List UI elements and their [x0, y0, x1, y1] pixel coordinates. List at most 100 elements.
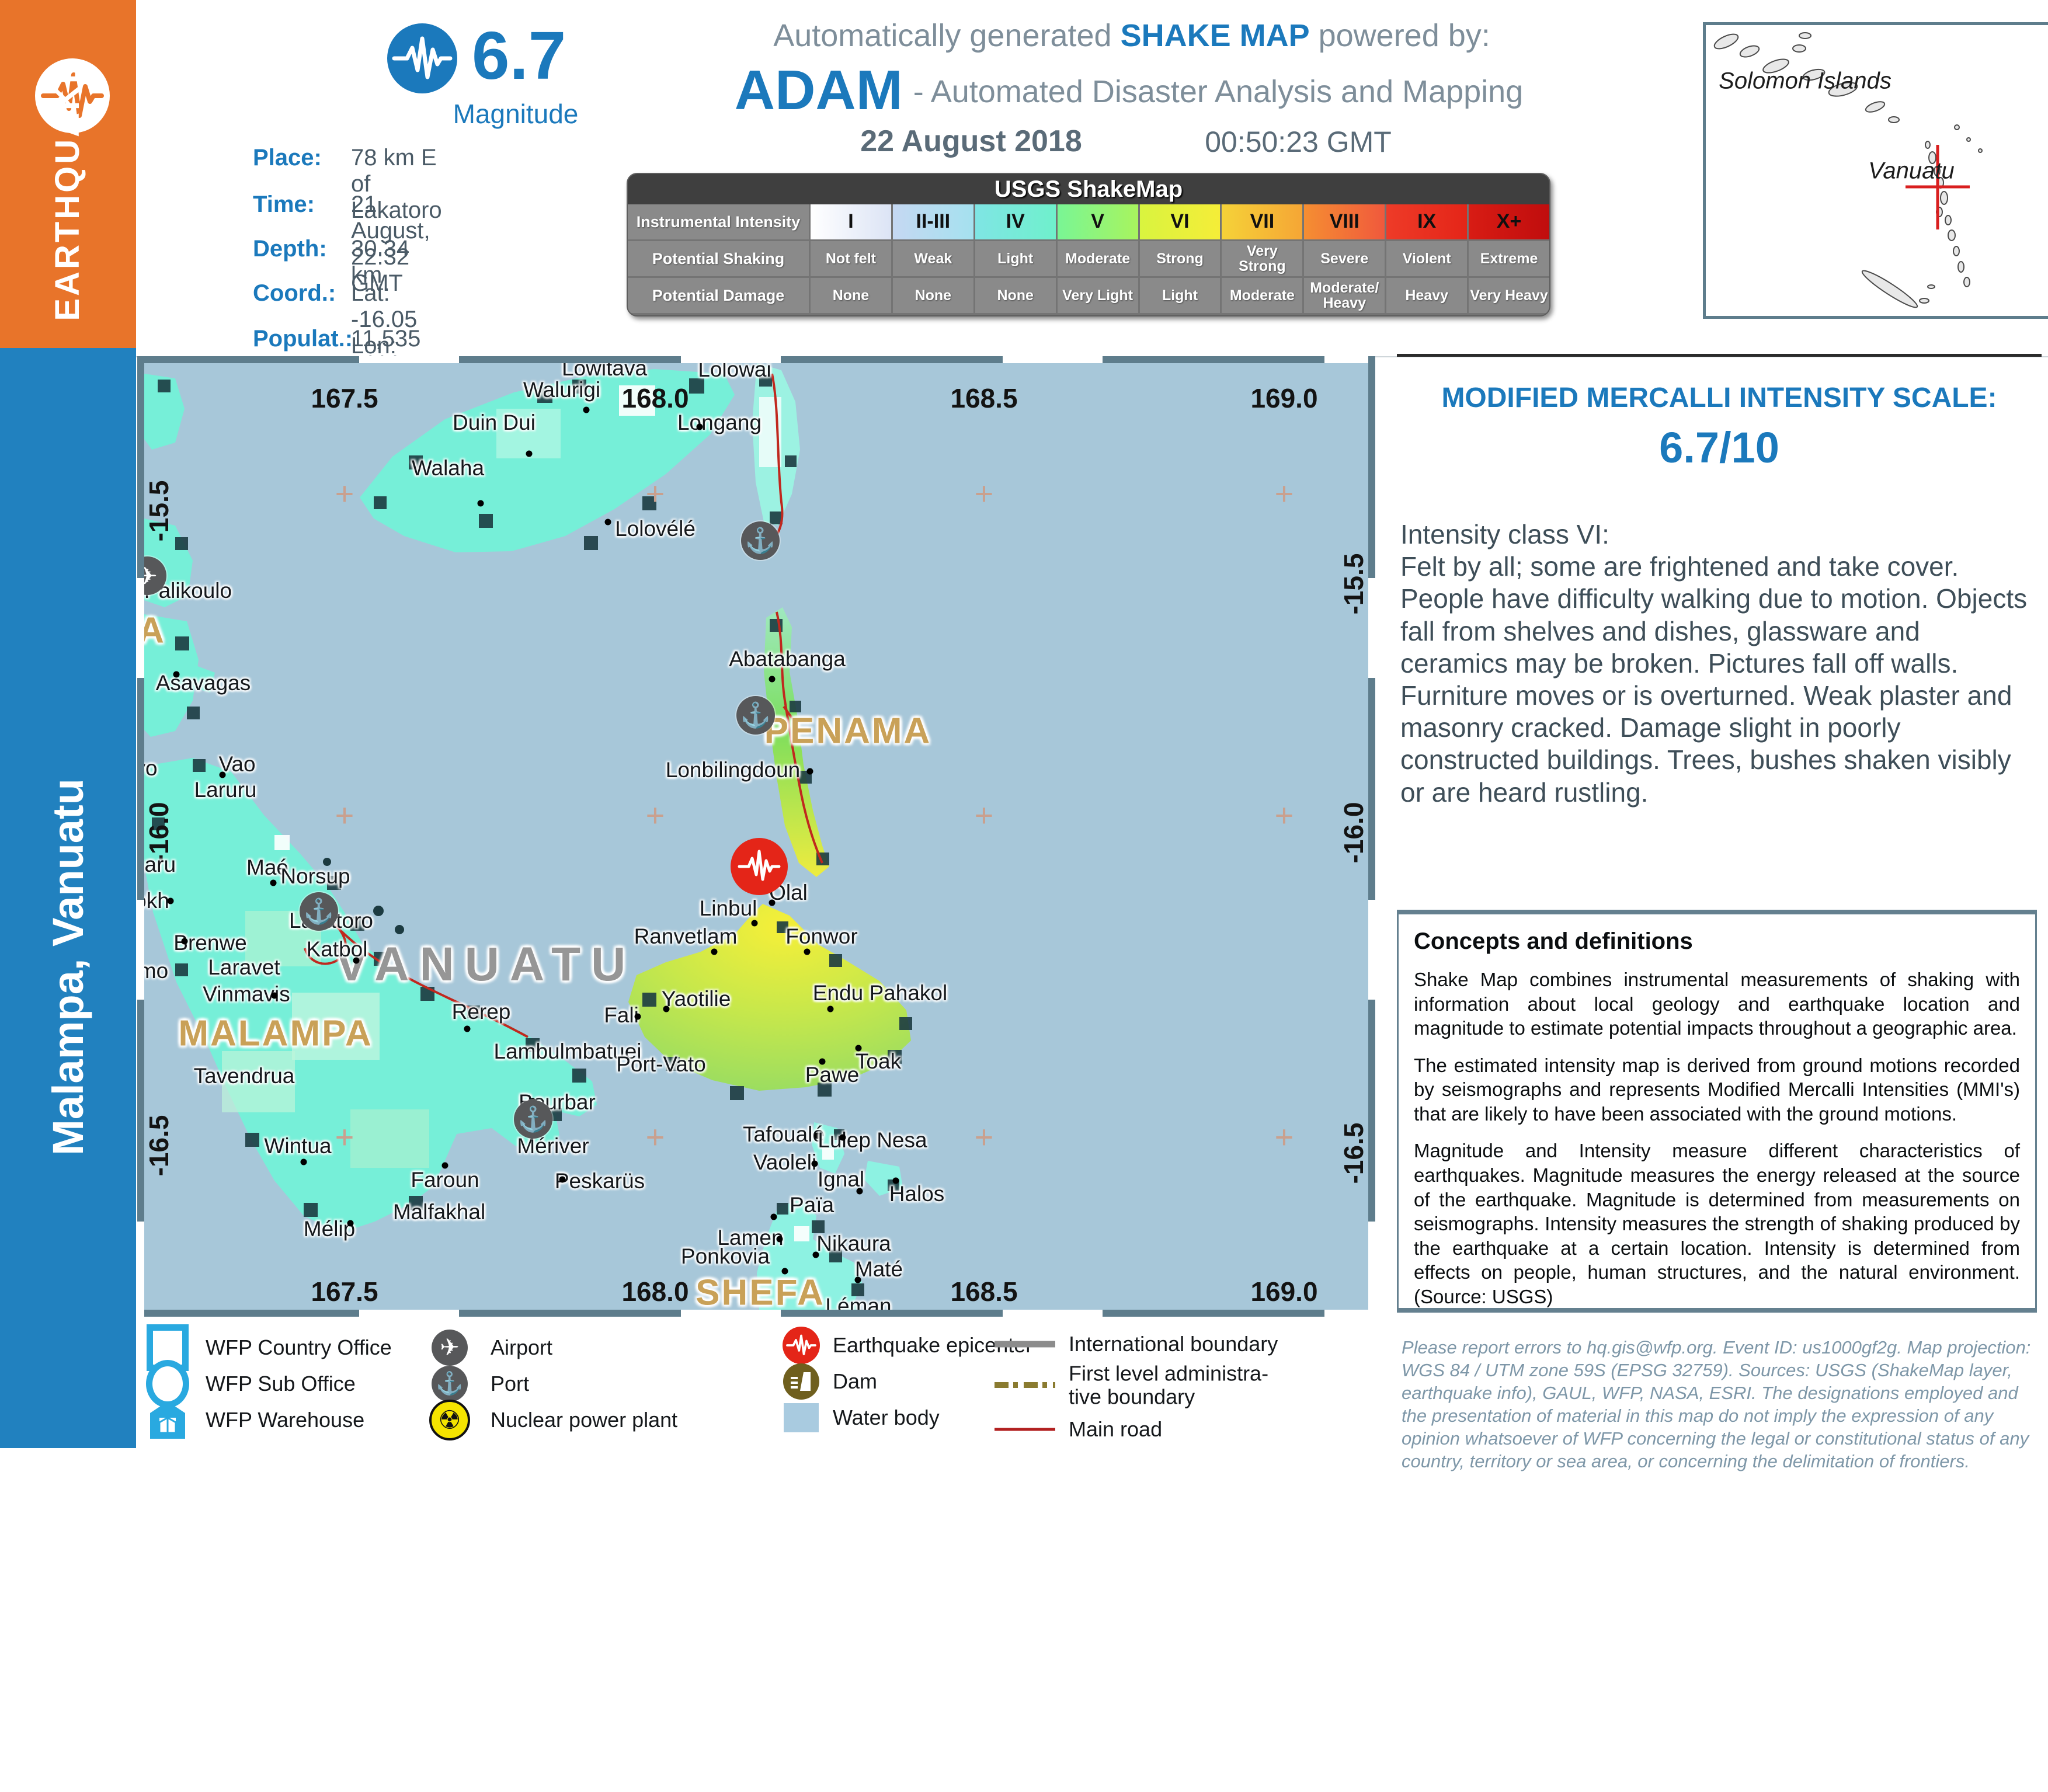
longitude-label: 169.0: [1250, 1276, 1318, 1307]
place-dot: [181, 938, 188, 945]
dam-icon: [783, 1363, 819, 1400]
place-dot: [464, 1025, 471, 1032]
intl-boundary-icon: [995, 1341, 1055, 1348]
earthquake-banner: EARTHQUAKE: [0, 0, 136, 348]
place-label: Walaha: [411, 456, 485, 480]
legend-label: Airport: [491, 1335, 553, 1360]
wfp-warehouse-icon: [149, 1400, 186, 1440]
place-label: Ranvetlam: [634, 924, 738, 948]
usgs-cell-shaking: Not felt: [811, 241, 891, 276]
place-dot: [604, 519, 611, 526]
place-label: Peskarüs: [554, 1169, 645, 1193]
place-label: Païa: [789, 1193, 835, 1217]
legend-label: WFP Sub Office: [206, 1372, 356, 1396]
place-label: Maé: [246, 855, 288, 879]
region-label-vanuatu: VANUATU: [335, 938, 637, 991]
panel-divider: [1397, 354, 2042, 357]
place-label: Laravet: [208, 955, 280, 979]
port-icon: ⚓: [300, 892, 338, 931]
mmi-score: 6.7/10: [1659, 423, 1779, 472]
inset-epicenter-crosshair: [1906, 145, 1970, 229]
port-icon: ⚓: [432, 1366, 468, 1402]
longitude-label: 168.0: [621, 383, 689, 413]
place-dot: [711, 948, 718, 955]
legend-label: Water body: [833, 1405, 940, 1430]
concepts-paragraph: The estimated intensity map is derived f…: [1414, 1054, 2020, 1125]
place-dot: [526, 450, 533, 457]
usgs-cell-shaking: Weak: [892, 241, 973, 276]
place-label: Lulep Nesa: [818, 1128, 927, 1152]
legend-label: First level administra- tive boundary: [1069, 1361, 1269, 1408]
place-label: Léman: [825, 1294, 892, 1310]
place-dot: [347, 1220, 354, 1227]
longitude-label: 168.5: [950, 1276, 1018, 1307]
legend-label: Port: [491, 1372, 530, 1396]
usgs-table-grid: Instrumental Intensity I II-III IV V VI VII VII…: [628, 204, 1549, 313]
seismograph-icon: [35, 58, 110, 133]
place-dot: [271, 992, 278, 999]
usgs-cell-shaking: Severe: [1304, 241, 1385, 276]
place-dot: [814, 1132, 821, 1139]
place-label: Asavagas: [155, 671, 251, 695]
place-dot: [806, 768, 813, 775]
place-dot: [781, 1268, 788, 1275]
event-row-label: Coord.:: [253, 280, 336, 306]
place-label: Lowitava: [561, 363, 648, 380]
place-label: Ponkovia: [680, 1244, 770, 1268]
usgs-cell-damage: Heavy: [1386, 278, 1468, 313]
map-region-title: Malampa, Vanuatu: [44, 778, 92, 1156]
place-label: Lolovélé: [615, 517, 696, 541]
concepts-paragraph: Magnitude and Intensity measure differen…: [1414, 1140, 2020, 1307]
place-dot: [776, 1236, 783, 1243]
place-label: Yaotilie: [661, 987, 731, 1011]
usgs-cell-intensity: VI: [1139, 204, 1221, 239]
grid-cross: +: [335, 1118, 354, 1156]
intensity-class-text: Felt by all; some are frightened and tak…: [1400, 551, 2028, 808]
place-dot: [300, 1158, 307, 1165]
event-date: 22 August 2018: [860, 124, 1082, 158]
legend-label: International boundary: [1069, 1332, 1278, 1356]
epicenter-icon: [783, 1327, 820, 1364]
place-dot: [769, 676, 776, 683]
place-label: Vao: [218, 752, 256, 776]
place-dot: [583, 406, 590, 413]
usgs-cell-damage: None: [975, 278, 1056, 313]
place-dot: [173, 671, 180, 678]
region-label-shefa: SHEFA: [696, 1272, 825, 1310]
place-label: Lonbilingdoun: [665, 758, 801, 782]
place-dot: [769, 899, 776, 906]
sidebar: Malampa, Vanuatu WFP wfp.org: [0, 348, 136, 1791]
place-dot: [167, 897, 174, 904]
region-label-a: A: [144, 610, 166, 651]
usgs-cell-damage: None: [892, 278, 973, 313]
place-label: vo: [144, 756, 158, 780]
grid-cross: +: [645, 475, 665, 512]
main-road-icon: [995, 1428, 1055, 1431]
event-row-label: Populat.:: [253, 326, 353, 352]
legend-label: Dam: [833, 1369, 878, 1394]
place-label: Katbol: [306, 937, 368, 961]
place-label: Norsup: [280, 864, 350, 888]
right-panel: MODIFIED MERCALLI INTENSITY SCALE: 6.7/1…: [1397, 354, 2042, 1471]
place-label: Malfakhal: [392, 1200, 486, 1224]
concepts-box: Concepts and definitions Shake Map combi…: [1397, 910, 2037, 1313]
legend-label: Main road: [1069, 1417, 1163, 1442]
legend-label: Nuclear power plant: [491, 1408, 678, 1432]
place-dot: [634, 1013, 641, 1020]
event-row-label: Place:: [253, 145, 322, 170]
place-dot: [353, 957, 360, 964]
usgs-cell-shaking: Extreme: [1469, 241, 1549, 276]
concepts-title: Concepts and definitions: [1414, 928, 1693, 954]
usgs-cell-damage: Light: [1139, 278, 1221, 313]
earthquake-banner-label: EARTHQUAKE: [48, 58, 86, 321]
inset-overview-map: TuvaluSolomon IslandsVanuatuFiji: [1703, 22, 2048, 319]
event-row-value: 78 km E of Lakatoro: [351, 145, 442, 223]
place-label: okh: [144, 889, 169, 913]
magnitude-icon: [387, 23, 457, 93]
place-label: Maté: [854, 1257, 903, 1281]
nuclear-icon: ☢: [429, 1400, 470, 1440]
usgs-row-label: Potential Shaking: [628, 241, 809, 276]
event-row-label: Depth:: [253, 236, 327, 262]
event-row-value: 21 August, 22:32 GMT: [351, 192, 430, 296]
place-dot: [770, 1213, 777, 1220]
